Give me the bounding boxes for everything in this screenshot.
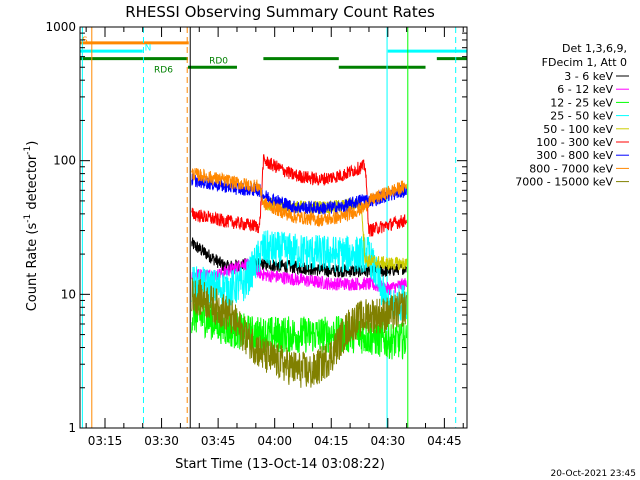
y-tick-label: 1000 bbox=[45, 20, 76, 34]
footer-date: 20-Oct-2021 23:45 bbox=[551, 469, 636, 479]
series-line bbox=[191, 230, 407, 322]
series-line bbox=[191, 297, 407, 360]
legend-entry: 12 - 25 keV bbox=[550, 96, 613, 109]
flag-label: RD0 bbox=[209, 57, 228, 67]
chart-title: RHESSI Observing Summary Count Rates bbox=[125, 3, 435, 21]
legend-entry: 6 - 12 keV bbox=[557, 83, 613, 96]
y-axis: 1 10 100 1000 bbox=[45, 20, 467, 435]
flag-bars bbox=[80, 41, 467, 69]
legend-entry: 50 - 100 keV bbox=[543, 123, 613, 136]
flag-label: RD6 bbox=[154, 66, 173, 76]
series-line bbox=[191, 277, 407, 388]
legend-entry: 3 - 6 keV bbox=[564, 70, 613, 83]
y-tick-label: 10 bbox=[61, 287, 76, 301]
plot-frame bbox=[79, 26, 468, 429]
x-tick-label: 03:45 bbox=[201, 434, 236, 448]
series-layer bbox=[191, 154, 408, 388]
legend-header: Det 1,3,6,9, bbox=[562, 42, 627, 55]
flag-label: N bbox=[145, 44, 152, 54]
legend-entry: 800 - 7000 keV bbox=[529, 162, 613, 175]
x-tick-label: 04:30 bbox=[371, 434, 406, 448]
x-tick-label: 03:15 bbox=[88, 434, 123, 448]
legend-header: FDecim 1, Att 0 bbox=[542, 56, 627, 69]
x-tick-label: 03:30 bbox=[144, 434, 179, 448]
legend-entry: 25 - 50 keV bbox=[550, 110, 613, 123]
x-tick-label: 04:00 bbox=[257, 434, 292, 448]
legend-entry: 100 - 300 keV bbox=[536, 136, 613, 149]
legend-entry: 7000 - 15000 keV bbox=[515, 176, 613, 189]
flag-label: S bbox=[82, 36, 88, 46]
series-line bbox=[191, 154, 407, 237]
series-line bbox=[191, 167, 407, 228]
y-axis-label: Count Rate (s-1 detector-1) bbox=[23, 141, 40, 312]
y-tick-label: 1 bbox=[68, 421, 76, 435]
x-axis-label: Start Time (13-Oct-14 03:08:22) bbox=[175, 457, 385, 472]
legend-entry: 300 - 800 keV bbox=[536, 149, 613, 162]
x-tick-label: 04:15 bbox=[314, 434, 349, 448]
x-tick-label: 04:45 bbox=[427, 434, 462, 448]
x-axis: 03:15 03:30 03:45 04:00 04:15 04:30 04:45 bbox=[85, 27, 464, 448]
flag-labels: S N RD0 RD6 bbox=[82, 36, 228, 76]
y-tick-label: 100 bbox=[53, 154, 76, 168]
